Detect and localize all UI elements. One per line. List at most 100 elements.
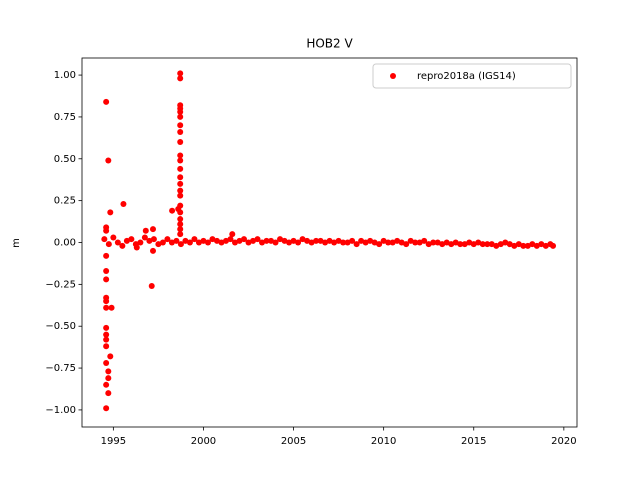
data-point [218,239,225,246]
data-point [335,237,342,244]
data-point [105,241,112,248]
chart-title: HOB2 V [306,37,353,51]
y-tick-label: 0.25 [54,196,76,207]
data-point [177,75,184,82]
data-point [245,239,252,246]
data-point [103,405,110,412]
data-point [142,227,149,234]
data-point [119,242,126,249]
data-point [213,237,220,244]
data-point [177,221,184,228]
data-point [209,236,216,243]
y-tick-label: −1.00 [45,405,76,416]
data-point [412,239,419,246]
x-tick-label: 2020 [551,436,576,447]
data-point [461,241,468,248]
data-point [290,237,297,244]
data-point [182,237,189,244]
data-point [322,239,329,246]
data-point [488,241,495,248]
data-point [177,231,184,238]
data-point [105,157,112,164]
y-tick-label: 0.75 [54,112,76,123]
data-point [168,239,175,246]
data-point [313,237,320,244]
data-point [250,237,257,244]
data-point [542,242,549,249]
data-point [466,239,473,246]
data-point [511,242,518,249]
data-point [425,241,432,248]
data-point [479,241,486,248]
data-point [385,239,392,246]
x-tick-label: 2010 [371,436,396,447]
data-point [502,239,509,246]
y-tick-label: −0.75 [45,363,76,374]
data-point [105,390,112,397]
x-tick-label: 1995 [101,436,126,447]
data-point [103,381,110,388]
data-point [538,241,545,248]
data-point [277,236,284,243]
data-point [457,241,464,248]
data-point [286,239,293,246]
data-point [101,236,108,243]
data-point [229,231,236,238]
data-point [231,239,238,246]
data-point [107,353,114,360]
data-point [150,236,157,243]
data-point [497,241,504,248]
data-point [448,241,455,248]
data-point [403,241,410,248]
data-point [177,129,184,136]
data-point [493,242,500,249]
data-point [128,236,135,243]
data-point [146,237,153,244]
data-point [195,239,202,246]
data-point [105,368,112,375]
data-point [105,375,112,382]
data-point [281,237,288,244]
legend-box [372,63,572,89]
data-point [137,239,144,246]
data-point [475,239,482,246]
legend-marker [390,73,396,79]
data-point [149,226,156,233]
data-point [529,241,536,248]
data-point [177,139,184,146]
data-point [177,216,184,223]
data-point [299,236,306,243]
data-point [204,239,211,246]
data-point [169,207,176,214]
data-point [484,241,491,248]
data-point [103,304,110,311]
y-axis-label: m [11,238,22,248]
y-tick-label: −0.25 [45,279,76,290]
data-point [103,98,110,105]
data-point [434,239,441,246]
data-point [177,70,184,77]
data-point [177,226,184,233]
data-point [177,157,184,164]
data-point [186,239,193,246]
data-point [177,209,184,216]
data-point [416,239,423,246]
data-point [550,242,557,249]
data-point [177,174,184,181]
data-point [191,236,198,243]
data-point [177,180,184,187]
data-point [533,242,540,249]
data-point [164,236,171,243]
data-point [227,236,234,243]
data-point [407,237,414,244]
y-tick-label: 0.00 [54,238,76,249]
data-point [304,237,311,244]
data-point [103,276,110,283]
data-point [159,239,166,246]
data-point [340,239,347,246]
y-tick-label: 1.00 [54,70,76,81]
data-point [177,202,184,209]
data-point [177,187,184,194]
data-point [240,236,247,243]
